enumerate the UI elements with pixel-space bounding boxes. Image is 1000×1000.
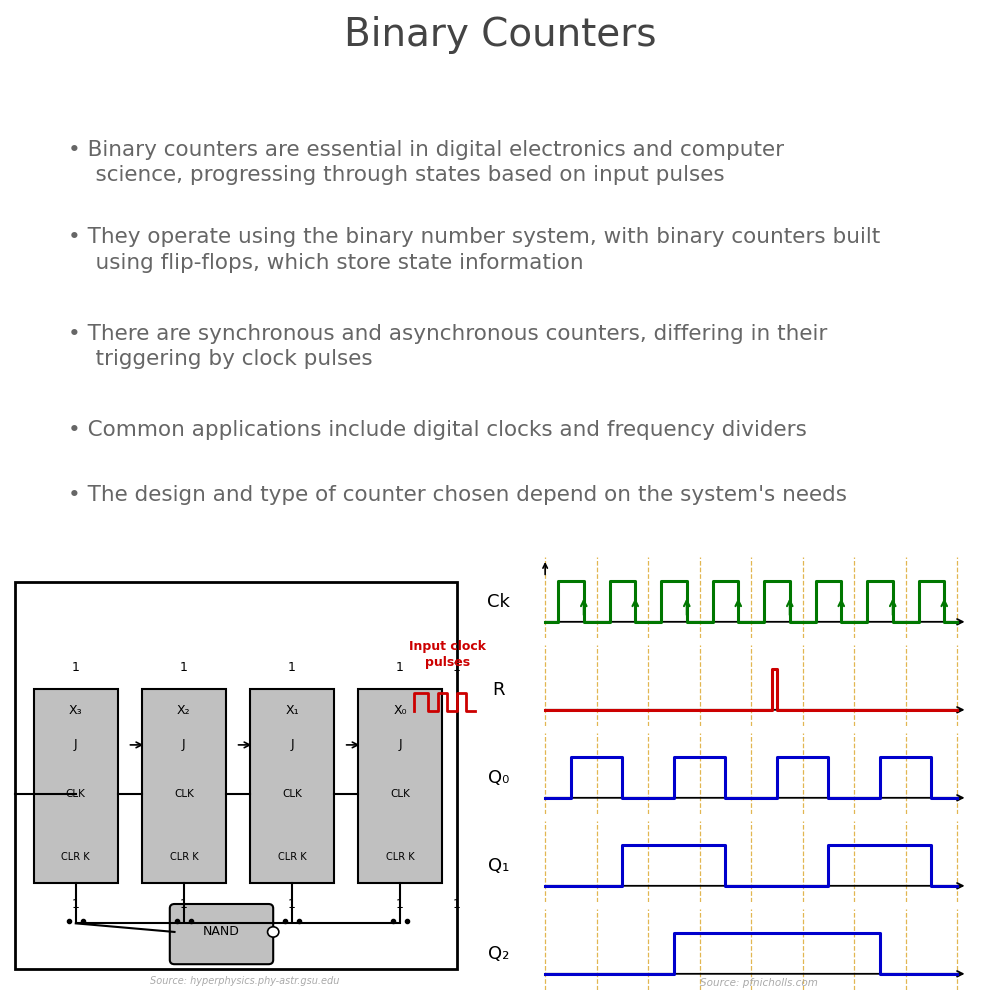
Text: X₃: X₃ bbox=[69, 704, 83, 717]
Text: J: J bbox=[182, 738, 186, 751]
Text: • The design and type of counter chosen depend on the system's needs: • The design and type of counter chosen … bbox=[68, 485, 847, 505]
Text: Q₁: Q₁ bbox=[488, 857, 509, 875]
Bar bbox=[142, 689, 226, 882]
Text: CLK: CLK bbox=[66, 789, 86, 799]
Text: CLR K: CLR K bbox=[61, 852, 90, 862]
Text: NAND: NAND bbox=[203, 925, 240, 938]
Text: R: R bbox=[493, 681, 505, 699]
Text: CLK: CLK bbox=[282, 789, 302, 799]
FancyBboxPatch shape bbox=[0, 71, 1000, 558]
FancyBboxPatch shape bbox=[170, 904, 273, 964]
Text: CLR K: CLR K bbox=[386, 852, 414, 862]
Text: J: J bbox=[290, 738, 294, 751]
Text: CLK: CLK bbox=[390, 789, 410, 799]
Text: CLR K: CLR K bbox=[278, 852, 306, 862]
Text: 1: 1 bbox=[72, 661, 80, 674]
Text: Input clock
pulses: Input clock pulses bbox=[409, 640, 486, 669]
Text: • Common applications include digital clocks and frequency dividers: • Common applications include digital cl… bbox=[68, 420, 806, 440]
Text: X₂: X₂ bbox=[177, 704, 191, 717]
Bar bbox=[34, 689, 118, 882]
Text: CLR K: CLR K bbox=[170, 852, 198, 862]
Text: 1: 1 bbox=[453, 898, 460, 910]
Text: Ck: Ck bbox=[487, 593, 510, 611]
Text: 1: 1 bbox=[288, 898, 296, 910]
Text: Source: pfnicholls.com: Source: pfnicholls.com bbox=[700, 978, 817, 988]
Text: 1: 1 bbox=[453, 661, 460, 674]
FancyBboxPatch shape bbox=[0, 66, 998, 549]
Bar bbox=[250, 689, 334, 882]
Text: • There are synchronous and asynchronous counters, differing in their
    trigge: • There are synchronous and asynchronous… bbox=[68, 324, 827, 369]
Text: • They operate using the binary number system, with binary counters built
    us: • They operate using the binary number s… bbox=[68, 227, 880, 273]
Text: Source: hyperphysics.phy-astr.gsu.edu: Source: hyperphysics.phy-astr.gsu.edu bbox=[150, 976, 340, 986]
Text: Q₀: Q₀ bbox=[488, 769, 509, 787]
Text: J: J bbox=[74, 738, 78, 751]
Text: CLK: CLK bbox=[174, 789, 194, 799]
Text: J: J bbox=[398, 738, 402, 751]
Text: 1: 1 bbox=[396, 661, 404, 674]
Circle shape bbox=[268, 927, 279, 937]
Text: • Binary counters are essential in digital electronics and computer
    science,: • Binary counters are essential in digit… bbox=[68, 140, 784, 185]
Text: 1: 1 bbox=[288, 661, 296, 674]
Bar bbox=[358, 689, 442, 882]
Text: 1: 1 bbox=[396, 898, 404, 910]
Text: X₁: X₁ bbox=[285, 704, 299, 717]
Text: Binary Counters: Binary Counters bbox=[344, 16, 656, 54]
Text: 1: 1 bbox=[180, 898, 188, 910]
Text: 1: 1 bbox=[180, 661, 188, 674]
Text: X₀: X₀ bbox=[393, 704, 407, 717]
Text: Q₂: Q₂ bbox=[488, 945, 509, 963]
Text: 1: 1 bbox=[72, 898, 80, 910]
